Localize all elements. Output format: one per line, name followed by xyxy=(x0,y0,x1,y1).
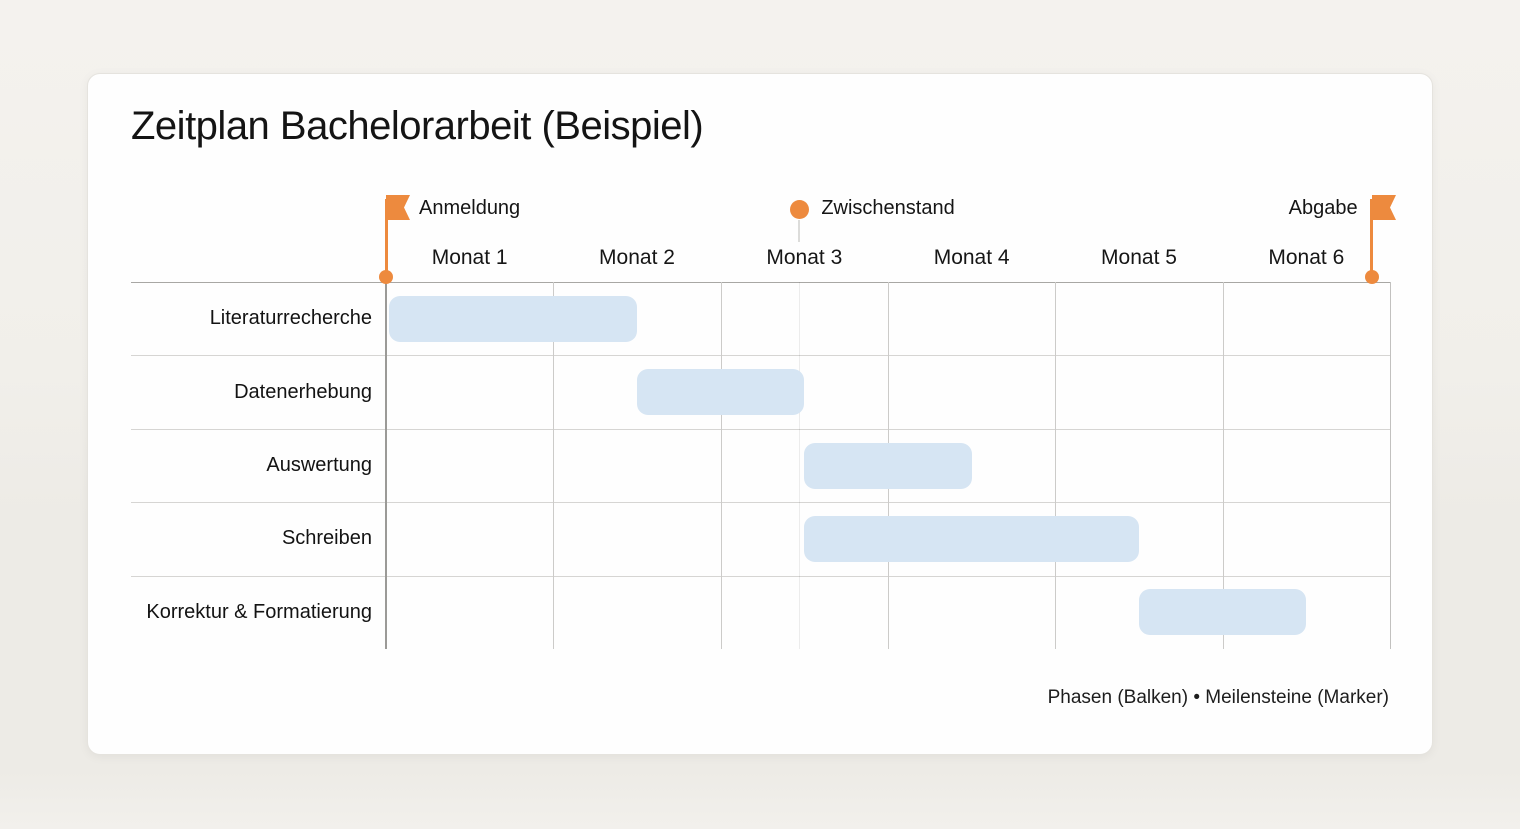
milestone-label: Anmeldung xyxy=(419,197,521,219)
milestone-circle-icon xyxy=(789,200,809,219)
row-separator xyxy=(131,502,1390,504)
month-label: Monat 6 xyxy=(1268,246,1345,269)
page-title: Zeitplan Bachelorarbeit (Beispiel) xyxy=(131,104,704,148)
grid-line-vertical xyxy=(553,282,555,649)
chart-right-border xyxy=(1390,282,1391,649)
grid-line-vertical xyxy=(1222,282,1224,649)
milestone-dot xyxy=(379,270,393,284)
month-label: Monat 1 xyxy=(431,246,508,269)
month-label: Monat 2 xyxy=(599,246,675,269)
milestone-dot xyxy=(1364,270,1379,284)
axis-line xyxy=(385,282,387,649)
milestone-flag-icon xyxy=(1371,195,1396,225)
row-separator xyxy=(131,428,1390,430)
gantt-card: Zeitplan Bachelorarbeit (Beispiel) Monat… xyxy=(87,73,1433,755)
task-label: Literaturrecherche xyxy=(209,307,372,330)
milestone-label: Abgabe xyxy=(1288,197,1358,219)
milestone-stub-line xyxy=(798,220,801,242)
milestone-pole xyxy=(384,199,388,277)
task-label: Korrektur & Formatierung xyxy=(146,600,372,623)
milestone-guide-line xyxy=(799,282,801,649)
milestone-label: Zwischenstand xyxy=(821,197,955,219)
legend-text: Phasen (Balken) • Meilensteine (Marker) xyxy=(1047,687,1389,708)
task-bar xyxy=(804,442,972,489)
milestone-flag-icon xyxy=(386,195,410,225)
task-bar xyxy=(804,515,1139,562)
task-bar xyxy=(637,369,805,416)
task-bar xyxy=(1139,589,1307,636)
row-separator xyxy=(131,575,1390,577)
milestone-pole xyxy=(1370,199,1374,277)
axis-top-line xyxy=(131,282,1390,283)
month-label: Monat 4 xyxy=(933,246,1010,269)
row-separator xyxy=(131,355,1390,357)
grid-line-vertical xyxy=(1055,282,1057,649)
task-label: Auswertung xyxy=(266,453,372,476)
task-bar xyxy=(389,295,637,342)
task-label: Schreiben xyxy=(281,527,372,550)
grid-line-vertical xyxy=(720,282,722,649)
month-label: Monat 5 xyxy=(1101,246,1177,269)
task-label: Datenerhebung xyxy=(234,380,372,403)
month-label: Monat 3 xyxy=(766,246,843,269)
